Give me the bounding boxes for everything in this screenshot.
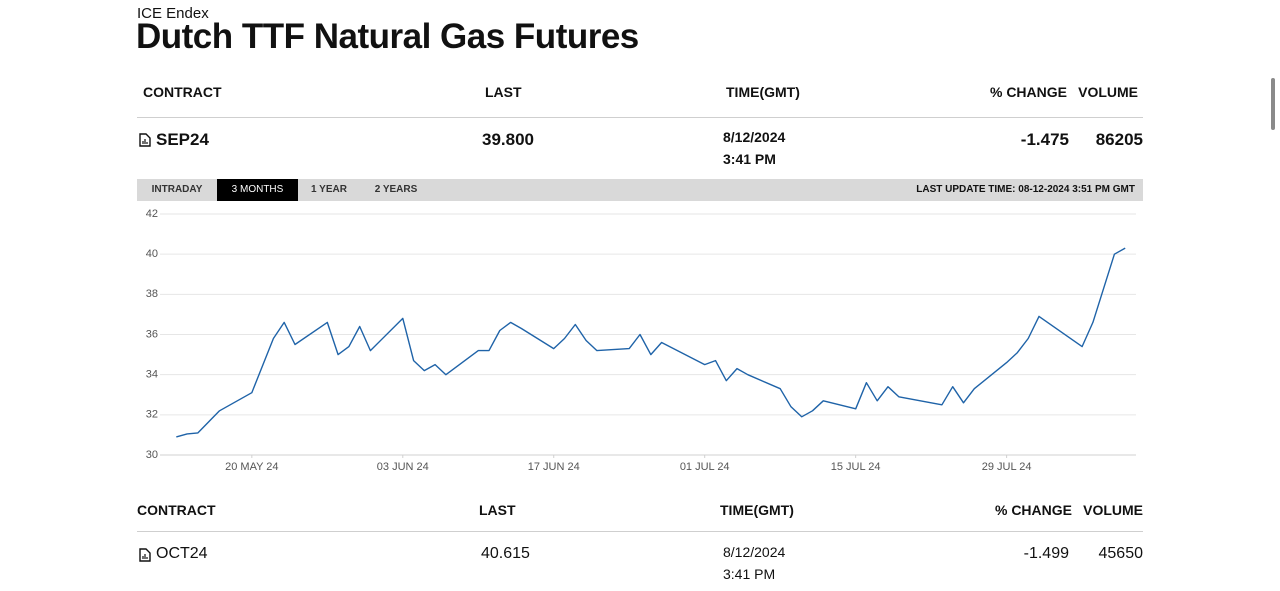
trade-time: 3:41 PM	[723, 566, 776, 582]
chart-toolbar: LAST UPDATE TIME: 08-12-2024 3:51 PM GMT…	[137, 179, 1143, 201]
file-icon[interactable]	[139, 133, 151, 147]
last-update: LAST UPDATE TIME: 08-12-2024 3:51 PM GMT	[916, 184, 1135, 195]
y-tick-label: 36	[146, 328, 158, 340]
y-tick-label: 42	[146, 208, 158, 220]
y-tick-label: 34	[146, 369, 158, 381]
column-header: % CHANGE	[994, 502, 1072, 518]
column-header: LAST	[479, 502, 516, 518]
trade-date: 8/12/2024	[723, 129, 786, 145]
percent-change: -1.499	[1023, 545, 1069, 562]
y-tick-label: 30	[146, 449, 158, 461]
scrollbar[interactable]	[1271, 78, 1275, 130]
exchange: ICE Endex	[137, 5, 209, 22]
x-tick-label: 17 JUN 24	[528, 461, 580, 473]
x-tick-label: 15 JUL 24	[831, 461, 881, 473]
volume: 86205	[1095, 130, 1143, 149]
divider	[137, 117, 1143, 118]
x-tick-label: 29 JUL 24	[982, 461, 1032, 473]
x-tick-label: 20 MAY 24	[225, 461, 278, 473]
range-tab[interactable]: 3 MONTHS	[217, 179, 298, 201]
range-tab[interactable]: INTRADAY	[151, 184, 203, 195]
last-price: 40.615	[481, 545, 530, 562]
divider	[137, 531, 1143, 532]
page-title: Dutch TTF Natural Gas Futures	[136, 17, 639, 56]
column-header: VOLUME	[1078, 84, 1138, 100]
contract-link[interactable]: SEP24	[156, 130, 209, 149]
column-header: % CHANGE	[989, 84, 1067, 100]
y-tick-label: 38	[146, 288, 158, 300]
trade-date: 8/12/2024	[723, 544, 786, 560]
x-tick-label: 01 JUL 24	[680, 461, 730, 473]
chart: 30 32 34 36 38 40 42 20 MAY 24 03 JUN 24 17 JUN 2…	[146, 208, 1136, 473]
percent-change: -1.475	[1020, 130, 1069, 149]
price-line	[176, 247, 1126, 438]
contract-link[interactable]: OCT24	[156, 545, 208, 562]
column-header: TIME(GMT)	[726, 84, 800, 100]
range-tab[interactable]: 1 YEAR	[311, 184, 347, 195]
range-tab[interactable]: 2 YEARS	[374, 184, 418, 195]
trade-time: 3:41 PM	[723, 151, 776, 167]
file-icon[interactable]	[139, 548, 151, 562]
y-tick-label: 32	[146, 409, 158, 421]
volume: 45650	[1098, 545, 1144, 562]
column-header: TIME(GMT)	[720, 502, 794, 518]
column-header: VOLUME	[1083, 502, 1143, 518]
last-price: 39.800	[482, 130, 534, 149]
y-tick-label: 40	[146, 248, 158, 260]
column-header: LAST	[485, 84, 522, 100]
x-tick-label: 03 JUN 24	[377, 461, 429, 473]
column-header: CONTRACT	[137, 502, 216, 518]
column-header: CONTRACT	[143, 84, 222, 100]
